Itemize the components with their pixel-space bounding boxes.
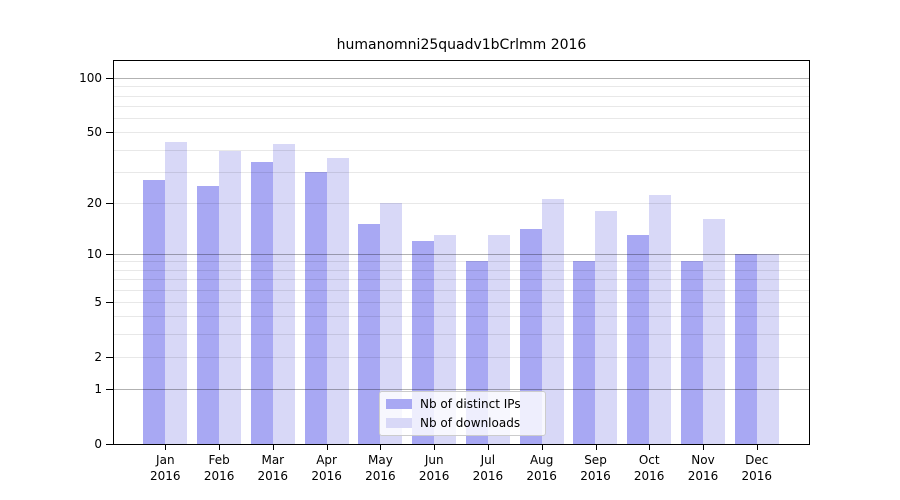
x-tick — [595, 445, 597, 450]
x-tick — [219, 445, 221, 450]
y-tick — [106, 389, 113, 390]
bar-nb-of-downloads — [165, 142, 188, 444]
legend: Nb of distinct IPs Nb of downloads — [379, 391, 546, 436]
y-tick — [106, 444, 113, 445]
y-tick-label: 1 — [94, 382, 102, 396]
legend-item-downloads: Nb of downloads — [386, 414, 537, 433]
bar-nb-of-downloads — [380, 202, 403, 444]
bar-nb-of-distinct-ips — [197, 185, 220, 444]
y-tick — [106, 202, 113, 204]
x-tick — [165, 445, 167, 450]
x-tick — [703, 445, 704, 450]
bar-nb-of-downloads — [541, 198, 564, 444]
legend-label-distinct-ips: Nb of distinct IPs — [420, 397, 521, 412]
bar-nb-of-distinct-ips — [681, 261, 703, 444]
y-tick — [106, 78, 113, 79]
x-tick-label: Feb 2016 — [203, 453, 235, 483]
x-tick-label: Mar 2016 — [257, 453, 289, 483]
x-tick-label: Nov 2016 — [687, 453, 719, 483]
y-tick — [106, 356, 113, 358]
bar-nb-of-distinct-ips — [250, 162, 273, 444]
plot-area — [113, 60, 810, 445]
y-tick-label: 0 — [94, 437, 102, 451]
x-tick — [541, 445, 543, 450]
y-tick-label: 5 — [94, 294, 102, 309]
bar-nb-of-downloads — [272, 143, 295, 444]
y-tick — [106, 301, 113, 303]
y-tick — [106, 132, 113, 134]
x-tick-label: Dec 2016 — [741, 453, 773, 483]
x-tick — [649, 445, 651, 450]
x-tick — [487, 445, 489, 450]
bar-nb-of-distinct-ips — [304, 171, 327, 444]
bar-nb-of-distinct-ips — [573, 261, 596, 444]
y-tick-label: 20 — [86, 195, 102, 210]
bar-nb-of-distinct-ips — [143, 179, 166, 444]
x-tick-label: May 2016 — [365, 453, 396, 483]
bar-nb-of-distinct-ips — [358, 224, 381, 444]
legend-item-distinct-ips: Nb of distinct IPs — [386, 395, 537, 414]
legend-swatch-distinct-ips — [386, 399, 412, 410]
bar-nb-of-downloads — [703, 219, 725, 444]
x-tick-label: Jul 2016 — [472, 453, 504, 483]
bar-nb-of-distinct-ips — [734, 253, 757, 444]
legend-swatch-downloads — [386, 417, 412, 428]
bar-nb-of-downloads — [326, 157, 349, 444]
bar-nb-of-downloads — [756, 253, 779, 444]
x-tick-label: Jun 2016 — [418, 453, 450, 483]
x-tick-label: Jan 2016 — [150, 453, 181, 483]
bar-nb-of-distinct-ips — [519, 229, 542, 444]
x-tick-label: Apr 2016 — [311, 453, 342, 483]
bar-nb-of-downloads — [649, 195, 672, 444]
x-tick-label: Oct 2016 — [633, 453, 665, 483]
y-tick-label: 10 — [86, 246, 102, 261]
y-tick — [106, 253, 113, 255]
y-tick-label: 100 — [79, 71, 102, 85]
bar-nb-of-downloads — [595, 210, 618, 444]
x-tick — [272, 445, 274, 450]
chart-title: humanomni25quadv1bCrlmm 2016 — [336, 37, 587, 53]
y-tick-label: 50 — [86, 125, 102, 140]
x-tick — [434, 445, 436, 450]
bars-layer — [114, 61, 809, 444]
x-tick — [756, 445, 758, 450]
x-tick — [326, 445, 328, 450]
bar-nb-of-downloads — [219, 151, 242, 444]
bar-nb-of-distinct-ips — [627, 234, 650, 444]
y-tick-label: 2 — [94, 349, 102, 364]
x-tick-label: Aug 2016 — [526, 453, 557, 483]
legend-label-downloads: Nb of downloads — [420, 415, 521, 430]
x-tick-label: Sep 2016 — [580, 453, 611, 483]
x-tick — [380, 445, 382, 450]
